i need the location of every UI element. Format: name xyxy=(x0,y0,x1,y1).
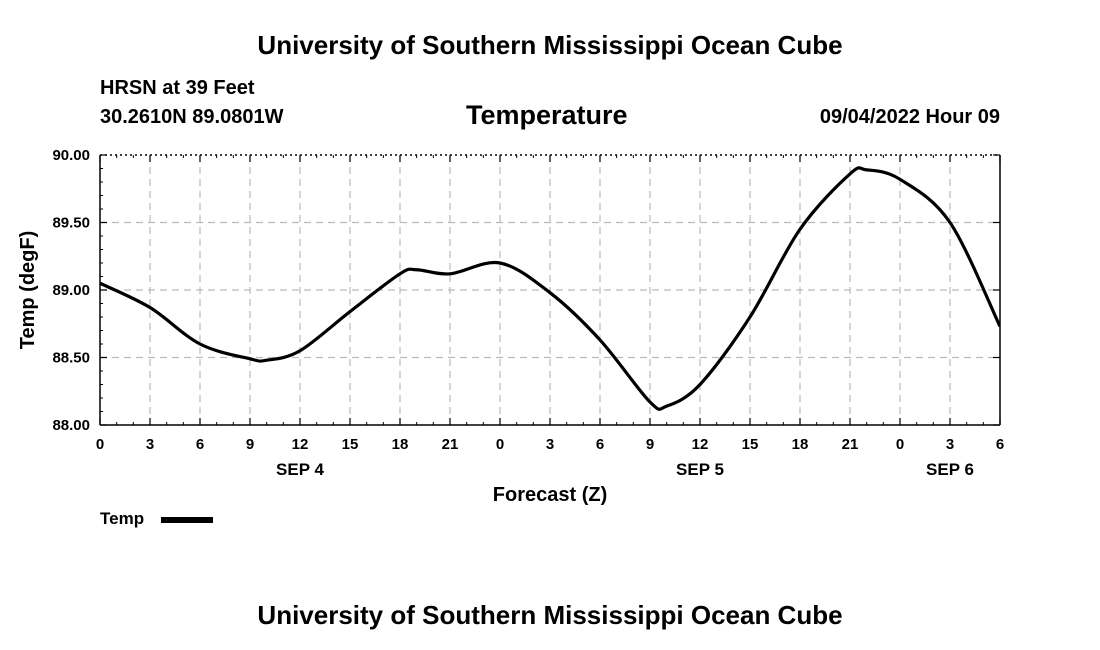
station-label: HRSN at 39 Feet xyxy=(100,77,255,99)
x-tick-label: 9 xyxy=(646,436,654,453)
x-tick-label: 18 xyxy=(392,436,409,453)
page-title: University of Southern Mississippi Ocean… xyxy=(257,30,843,60)
station-coordinates: 30.2610N 89.0801W xyxy=(100,106,284,128)
day-label: SEP 4 xyxy=(276,460,324,479)
legend-line-swatch xyxy=(161,517,213,523)
x-tick-label: 3 xyxy=(946,436,954,453)
x-tick-label: 21 xyxy=(842,436,859,453)
legend-label: Temp xyxy=(100,509,145,528)
forecast-datetime: 09/04/2022 Hour 09 xyxy=(819,106,1000,128)
x-tick-label: 15 xyxy=(342,436,359,453)
x-tick-label: 0 xyxy=(496,436,504,453)
x-tick-label: 12 xyxy=(292,436,309,453)
x-tick-label: 0 xyxy=(96,436,104,453)
y-tick-label: 89.00 xyxy=(52,282,90,299)
y-tick-label: 88.00 xyxy=(52,417,90,434)
day-label: SEP 5 xyxy=(676,460,724,479)
temperature-chart: 0 3 6 9 12 15 18 21 0 3 6 9 12 15 18 21 0 3 6 88.00 88.50 89.… xyxy=(17,147,1004,506)
x-tick-label: 0 xyxy=(896,436,904,453)
y-axis-title: Temp (degF) xyxy=(17,231,39,350)
axes xyxy=(99,154,1001,426)
x-tick-label: 12 xyxy=(692,436,709,453)
y-tick-label: 89.50 xyxy=(52,215,90,232)
x-tick-label: 6 xyxy=(996,436,1004,453)
x-tick-label: 21 xyxy=(442,436,459,453)
x-tick-label: 3 xyxy=(146,436,154,453)
x-tick-label: 6 xyxy=(596,436,604,453)
footer-title: University of Southern Mississippi Ocean… xyxy=(257,600,843,630)
x-tick-label: 18 xyxy=(792,436,809,453)
labels: 0 3 6 9 12 15 18 21 0 3 6 9 12 15 18 21 0 3 6 88.00 88.50 89.… xyxy=(17,147,1004,506)
y-tick-label: 88.50 xyxy=(52,350,90,367)
x-axis-title: Forecast (Z) xyxy=(493,484,607,506)
chart-title: Temperature xyxy=(466,100,628,130)
series-layer xyxy=(100,166,1000,411)
day-label: SEP 6 xyxy=(926,460,974,479)
x-tick-label: 6 xyxy=(196,436,204,453)
grid xyxy=(100,155,1000,425)
x-tick-label: 15 xyxy=(742,436,759,453)
y-tick-label: 90.00 xyxy=(52,147,90,164)
x-tick-label: 9 xyxy=(246,436,254,453)
x-tick-label: 3 xyxy=(546,436,554,453)
series-line-temp xyxy=(100,166,1000,411)
